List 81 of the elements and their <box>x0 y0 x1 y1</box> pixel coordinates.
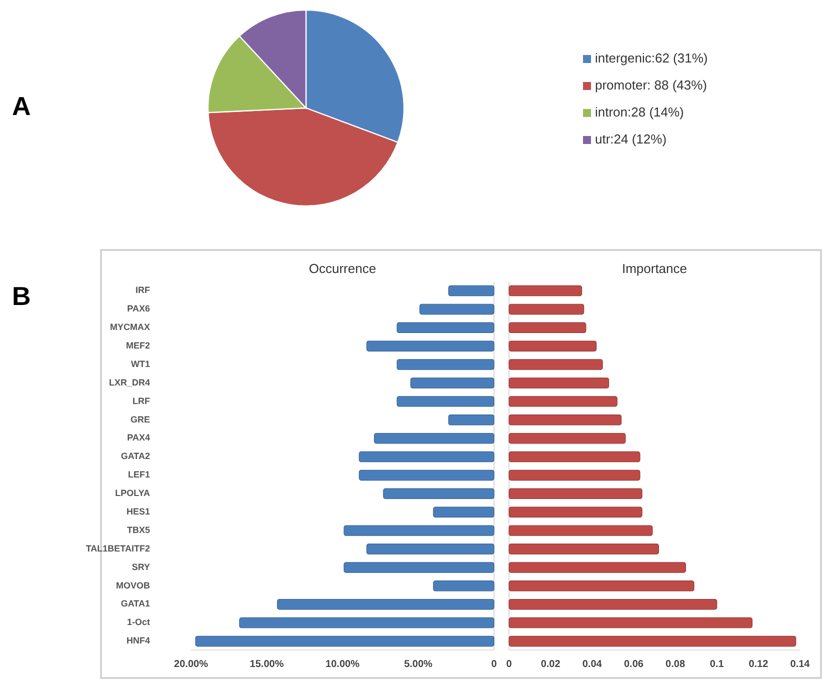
bar <box>366 340 494 352</box>
x-tick-label: 0.04 <box>582 659 602 670</box>
bar <box>366 544 494 554</box>
bar <box>508 544 659 554</box>
bar <box>508 396 618 407</box>
bar <box>508 488 642 500</box>
bar <box>508 378 610 388</box>
bar <box>508 285 582 296</box>
y-tick-label: LEF1 <box>128 470 150 480</box>
bar <box>448 285 494 296</box>
bar <box>195 636 494 647</box>
x-tick-label: 0 <box>491 659 498 670</box>
bar <box>374 432 494 444</box>
bar <box>396 322 494 334</box>
text: A <box>12 90 31 121</box>
x-tick-label: 0.06 <box>624 659 644 670</box>
chart-title: Importance <box>622 261 688 276</box>
bar <box>508 451 640 462</box>
x-tick-label: 0.1 <box>710 659 724 670</box>
bar <box>508 340 597 352</box>
bar <box>396 359 494 370</box>
x-tick-label: 20.00% <box>174 659 208 670</box>
legend-label: intron:28 (14%) <box>595 104 684 120</box>
bar <box>508 304 584 315</box>
bar <box>508 470 640 481</box>
y-tick-label: LXR_DR4 <box>108 377 150 388</box>
y-tick-label: MEF2 <box>126 340 150 350</box>
y-tick-label: MYCMAX <box>110 322 150 332</box>
y-tick-label: WT1 <box>131 358 150 369</box>
bar <box>508 636 796 647</box>
y-tick-label: HES1 <box>126 506 150 516</box>
bar <box>277 598 494 610</box>
bar <box>383 488 494 500</box>
y-tick-label: GATA2 <box>120 451 150 462</box>
y-tick-label: IRF <box>136 285 150 296</box>
bar <box>344 562 494 573</box>
x-tick-label: 0.14 <box>790 659 810 670</box>
y-tick-label: TAL1BETAITF2 <box>86 543 150 554</box>
y-tick-label: LRF <box>132 396 150 406</box>
bar <box>508 598 718 610</box>
bar <box>410 378 494 388</box>
y-tick-label: HNF4 <box>126 636 150 646</box>
bar <box>508 432 626 444</box>
chart-title: Occurrence <box>308 261 376 276</box>
y-tick-label: PAX4 <box>127 432 150 443</box>
x-tick-label: 0.02 <box>540 659 561 670</box>
y-tick-label: 1-Oct <box>126 617 150 628</box>
bar <box>508 617 752 628</box>
bar <box>508 525 653 536</box>
bar <box>508 580 694 592</box>
y-tick-label: TBX5 <box>126 524 150 535</box>
bar <box>433 506 494 518</box>
legend-label: promoter: 88 (43%) <box>595 77 707 92</box>
bar <box>419 304 494 315</box>
y-tick-label: PAX6 <box>127 304 150 314</box>
y-tick-label: LPOLYA <box>115 488 150 498</box>
bar <box>508 506 642 518</box>
text: B <box>12 280 31 311</box>
y-tick-label: SRY <box>132 562 150 572</box>
bar <box>508 359 603 370</box>
bar <box>344 525 494 536</box>
bar <box>448 414 494 426</box>
bar <box>508 322 586 334</box>
y-tick-label: GATA1 <box>120 598 150 609</box>
legend-label: utr:24 (12%) <box>595 131 667 146</box>
bar <box>239 617 494 628</box>
x-tick-label: 0.08 <box>666 659 686 670</box>
y-tick-label: MOVOB <box>116 580 150 590</box>
bar <box>358 451 494 462</box>
x-tick-label: 5.00% <box>404 659 433 670</box>
bar <box>508 414 622 426</box>
bar <box>433 580 494 592</box>
bar <box>396 396 494 407</box>
bar <box>358 470 494 481</box>
y-tick-label: GRE <box>130 414 150 424</box>
legend-label: intergenic:62 (31%) <box>595 50 708 66</box>
x-tick-label: 0 <box>506 659 512 670</box>
x-tick-label: 10.00% <box>326 659 360 670</box>
bar <box>508 562 686 573</box>
x-tick-label: 15.00% <box>250 659 284 670</box>
x-tick-label: 0.12 <box>748 659 769 670</box>
